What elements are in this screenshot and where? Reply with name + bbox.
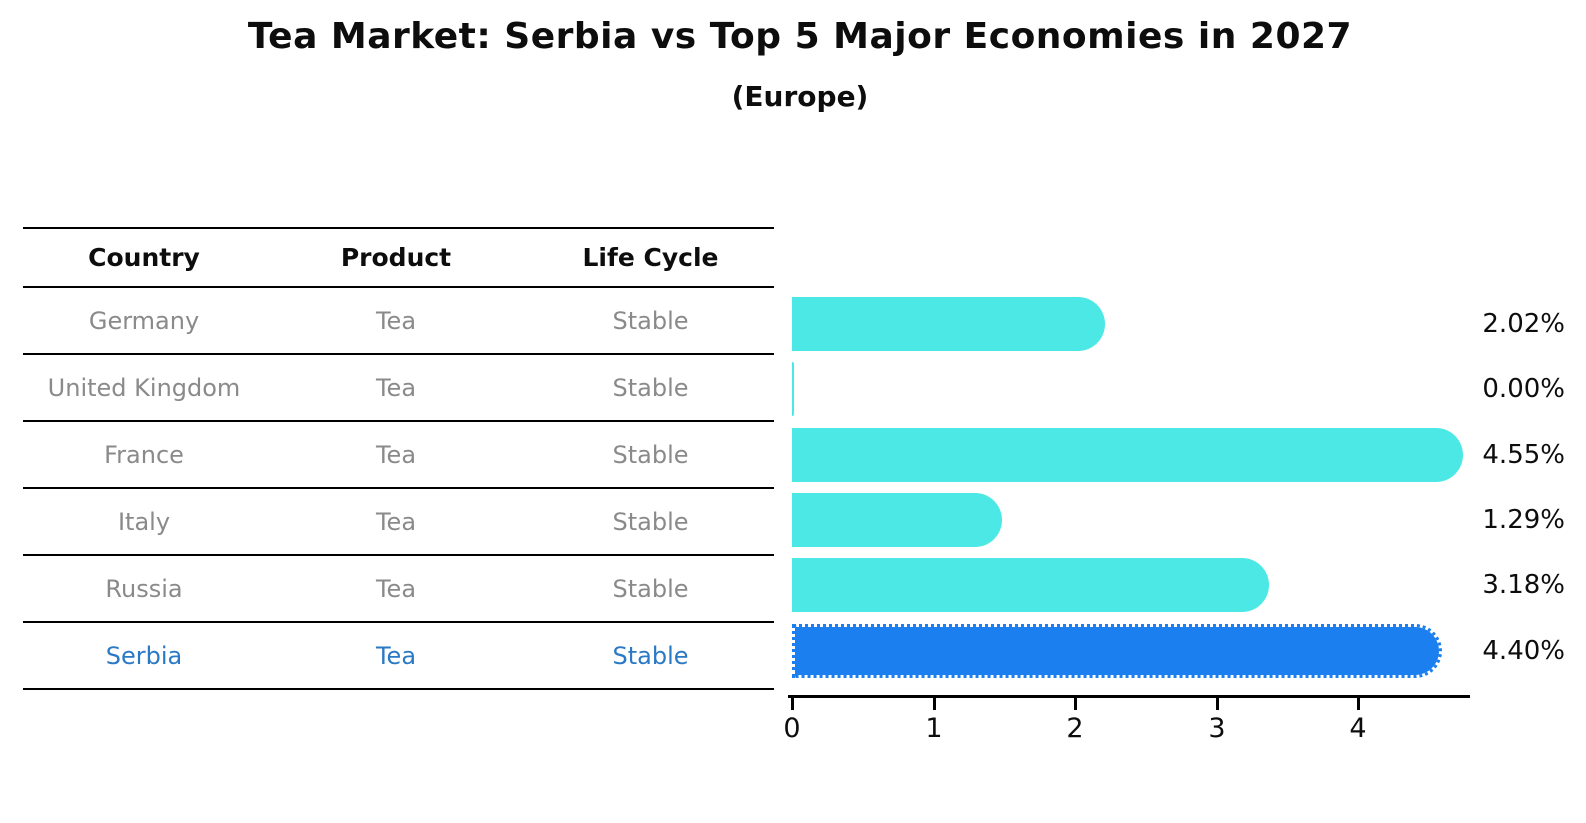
bar bbox=[792, 558, 1269, 612]
table-body: Germany Tea Stable United Kingdom Tea St… bbox=[23, 288, 774, 690]
cell-product: Tea bbox=[375, 641, 417, 670]
cell-product: Tea bbox=[375, 574, 417, 603]
x-tick-label: 2 bbox=[1066, 713, 1084, 744]
cell-life-cycle: Stable bbox=[612, 440, 689, 469]
header-country: Country bbox=[88, 243, 200, 272]
bar-value-label: 2.02% bbox=[1482, 309, 1565, 339]
bar-row: 3.18% bbox=[792, 558, 1586, 612]
x-tick-label: 3 bbox=[1208, 713, 1226, 744]
bar-value-label: 4.55% bbox=[1482, 440, 1565, 470]
x-tick-mark bbox=[1216, 698, 1219, 710]
header-product: Product bbox=[340, 243, 452, 272]
x-tick-mark bbox=[933, 698, 936, 710]
header-life-cycle: Life Cycle bbox=[582, 243, 719, 272]
cell-country: United Kingdom bbox=[47, 373, 241, 402]
x-axis-line bbox=[788, 695, 1470, 698]
bar-row: 2.02% bbox=[792, 297, 1586, 351]
table-row: Germany Tea Stable bbox=[23, 288, 774, 355]
cell-life-cycle: Stable bbox=[612, 373, 689, 402]
bar-value-label: 3.18% bbox=[1482, 570, 1565, 600]
cell-country: Germany bbox=[88, 306, 200, 335]
table-row: Italy Tea Stable bbox=[23, 489, 774, 556]
table-row: Russia Tea Stable bbox=[23, 556, 774, 623]
table-row: France Tea Stable bbox=[23, 422, 774, 489]
bar bbox=[792, 362, 794, 416]
x-tick-mark bbox=[1357, 698, 1360, 710]
table-row: Serbia Tea Stable bbox=[23, 623, 774, 690]
cell-country: France bbox=[104, 440, 184, 469]
x-tick-label: 4 bbox=[1349, 713, 1367, 744]
cell-life-cycle: Stable bbox=[612, 306, 689, 335]
bar-row: 1.29% bbox=[792, 493, 1586, 547]
bar-value-label: 1.29% bbox=[1482, 505, 1565, 535]
bar bbox=[792, 428, 1463, 482]
x-tick-label: 0 bbox=[783, 713, 801, 744]
bar-row: 4.55% bbox=[792, 428, 1586, 482]
cell-country: Italy bbox=[117, 507, 171, 536]
x-tick-mark bbox=[791, 698, 794, 710]
cell-life-cycle: Stable bbox=[612, 507, 689, 536]
cell-life-cycle: Stable bbox=[612, 574, 689, 603]
cell-product: Tea bbox=[375, 440, 417, 469]
cell-product: Tea bbox=[375, 507, 417, 536]
x-axis: 0 1 2 3 4 bbox=[783, 695, 1470, 755]
country-table: Country Product Life Cycle Germany Tea S… bbox=[23, 227, 774, 690]
chart-subtitle: (Europe) bbox=[731, 80, 869, 113]
bar-value-label: 0.00% bbox=[1482, 374, 1565, 404]
cell-product: Tea bbox=[375, 373, 417, 402]
table-row: United Kingdom Tea Stable bbox=[23, 355, 774, 422]
x-tick-mark bbox=[1074, 698, 1077, 710]
bar bbox=[792, 493, 1002, 547]
cell-country: Serbia bbox=[105, 641, 183, 670]
chart-title: Tea Market: Serbia vs Top 5 Major Econom… bbox=[247, 16, 1353, 57]
bar-row: 0.00% bbox=[792, 362, 1586, 416]
cell-life-cycle: Stable bbox=[612, 641, 689, 670]
cell-country: Russia bbox=[105, 574, 183, 603]
cell-product: Tea bbox=[375, 306, 417, 335]
bar bbox=[792, 297, 1105, 351]
bar-row: 4.40% bbox=[792, 624, 1586, 678]
bar-value-label: 4.40% bbox=[1482, 636, 1565, 666]
bar-highlighted bbox=[792, 624, 1442, 678]
bar-chart: 2.02% 0.00% 4.55% 1.29% 3.18% 4.40% bbox=[792, 0, 1586, 823]
x-tick-label: 1 bbox=[925, 713, 943, 744]
table-header-row: Country Product Life Cycle bbox=[23, 227, 774, 288]
